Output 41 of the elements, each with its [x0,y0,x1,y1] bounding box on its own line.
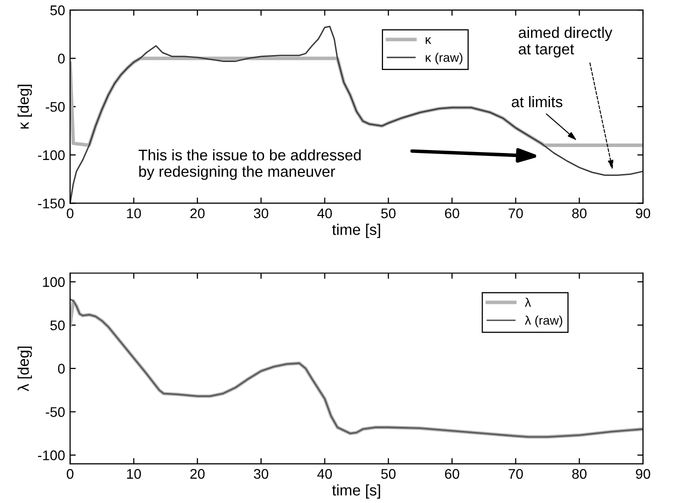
x-tick-label: 70 [508,208,523,218]
x-tick-label: 60 [445,468,460,479]
legend-label: κ [426,37,432,44]
x-tick-label: 30 [254,468,268,479]
x-tick-label: 30 [254,208,268,218]
x-tick-label: 90 [636,208,650,218]
y-tick-label: 100 [43,277,65,287]
x-tick-label: 40 [317,208,332,218]
y-tick-label: 0 [58,364,65,374]
x-tick-label: 70 [508,468,523,479]
x-tick-label: 80 [572,468,587,479]
x-axis-title: time [s] [332,484,380,499]
x-tick-label: 20 [190,208,205,218]
x-tick-label: 10 [127,468,141,479]
y-tick-label: -100 [38,150,65,160]
annotation: This is the issue to be addressed by redesigning the maneuver [138,149,361,180]
x-tick-label: 0 [66,208,74,218]
y-tick-label: 50 [50,5,65,16]
y-axis-title: λ [deg] [18,346,32,392]
x-tick-label: 10 [127,208,141,218]
legend-label: κ (raw) [426,52,462,64]
y-tick-label: -100 [38,450,65,460]
y-tick-label: 50 [50,320,65,330]
y-tick-label: -150 [38,198,65,208]
x-tick-label: 50 [381,208,396,218]
x-tick-label: 50 [381,468,396,479]
y-tick-label: 0 [58,54,65,64]
x-tick-label: 20 [190,468,205,479]
y-tick-label: -50 [46,102,65,112]
x-tick-label: 0 [66,468,74,479]
x-tick-label: 90 [636,468,650,479]
annotation: at limits [512,96,562,108]
legend-label: λ (raw) [524,316,562,328]
annotation: aimed directly at target [518,26,612,58]
x-tick-label: 40 [317,468,332,479]
legend-label: λ [524,298,531,307]
x-tick-label: 60 [445,208,460,218]
x-tick-label: 80 [572,208,587,218]
y-axis-title: κ [deg] [18,84,32,129]
x-axis-title: time [s] [332,224,380,238]
y-tick-label: -50 [46,407,65,417]
